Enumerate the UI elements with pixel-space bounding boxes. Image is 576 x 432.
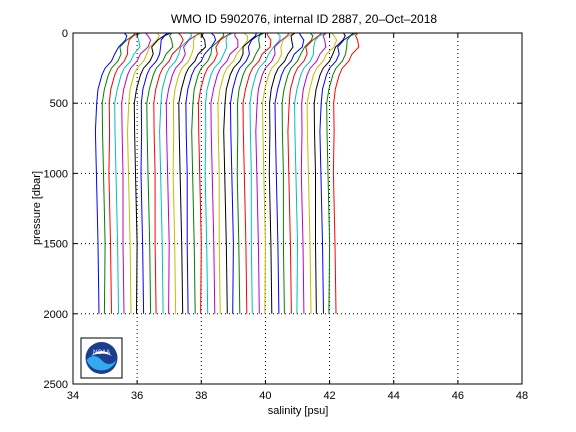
profile-line — [261, 32, 295, 314]
profile-line — [191, 32, 225, 314]
x-tick-label: 34 — [67, 390, 79, 402]
profile-line — [153, 32, 184, 314]
profile-line — [204, 32, 234, 314]
logo-wave — [86, 356, 117, 371]
profile-line — [114, 32, 141, 314]
profile-line — [236, 32, 265, 314]
y-ticks: 0 500 1000 1500 2000 2500 — [44, 28, 522, 391]
profile-line — [210, 32, 239, 314]
profile-line — [140, 32, 171, 314]
profile-line — [185, 32, 217, 314]
profile-line — [178, 32, 207, 314]
grid — [73, 33, 522, 384]
x-tick-label: 44 — [388, 390, 400, 402]
profile-line — [165, 32, 200, 314]
logo-bird — [91, 351, 112, 356]
y-tick-label: 0 — [62, 28, 68, 40]
profile-line — [326, 32, 358, 314]
y-tick-label: 2000 — [44, 309, 68, 321]
profile-line — [300, 32, 327, 314]
profile-line — [306, 32, 338, 314]
profile-line — [172, 32, 203, 314]
profile-line — [146, 32, 174, 314]
x-tick-label: 38 — [195, 390, 207, 402]
x-axis-label: salinity [psu] — [268, 405, 329, 417]
x-tick-label: 48 — [516, 390, 528, 402]
x-tick-label: 40 — [259, 390, 271, 402]
y-tick-label: 2500 — [44, 379, 68, 391]
x-tick-label: 46 — [452, 390, 464, 402]
profile-line — [274, 32, 305, 314]
profile-line — [197, 32, 232, 314]
x-ticks: 34 36 38 40 42 44 46 48 — [67, 33, 528, 402]
profile-line — [101, 32, 136, 314]
profile-line — [223, 32, 257, 314]
profile-line — [159, 32, 193, 314]
profile-line — [108, 32, 140, 314]
profile-line — [319, 32, 354, 314]
profile-line — [287, 32, 322, 314]
profile-line — [126, 32, 160, 314]
x-tick-label: 42 — [323, 390, 335, 402]
profile-line — [242, 32, 272, 314]
logo-text: NOAA — [93, 350, 110, 356]
noaa-logo: NOAA — [80, 337, 123, 379]
y-tick-label: 1500 — [44, 239, 68, 251]
y-tick-label: 500 — [50, 98, 68, 110]
profile-line — [121, 32, 152, 314]
profile-line — [229, 32, 264, 314]
profile-line — [217, 32, 249, 314]
plot-frame — [72, 32, 523, 385]
profile-line — [133, 32, 168, 314]
chart-title: WMO ID 5902076, internal ID 2887, 20–Oct… — [171, 12, 437, 26]
y-axis-label: pressure [dbar] — [31, 171, 43, 245]
profile-line — [281, 32, 314, 314]
profiles — [94, 32, 360, 314]
profile-line — [332, 32, 360, 314]
profile-line — [249, 32, 281, 314]
y-tick-label: 1000 — [44, 168, 68, 180]
profile-line — [94, 32, 128, 314]
profile-line — [268, 32, 296, 314]
profile-line — [294, 32, 326, 314]
x-tick-label: 36 — [131, 390, 143, 402]
profile-line — [255, 32, 290, 314]
profile-line — [313, 32, 346, 314]
